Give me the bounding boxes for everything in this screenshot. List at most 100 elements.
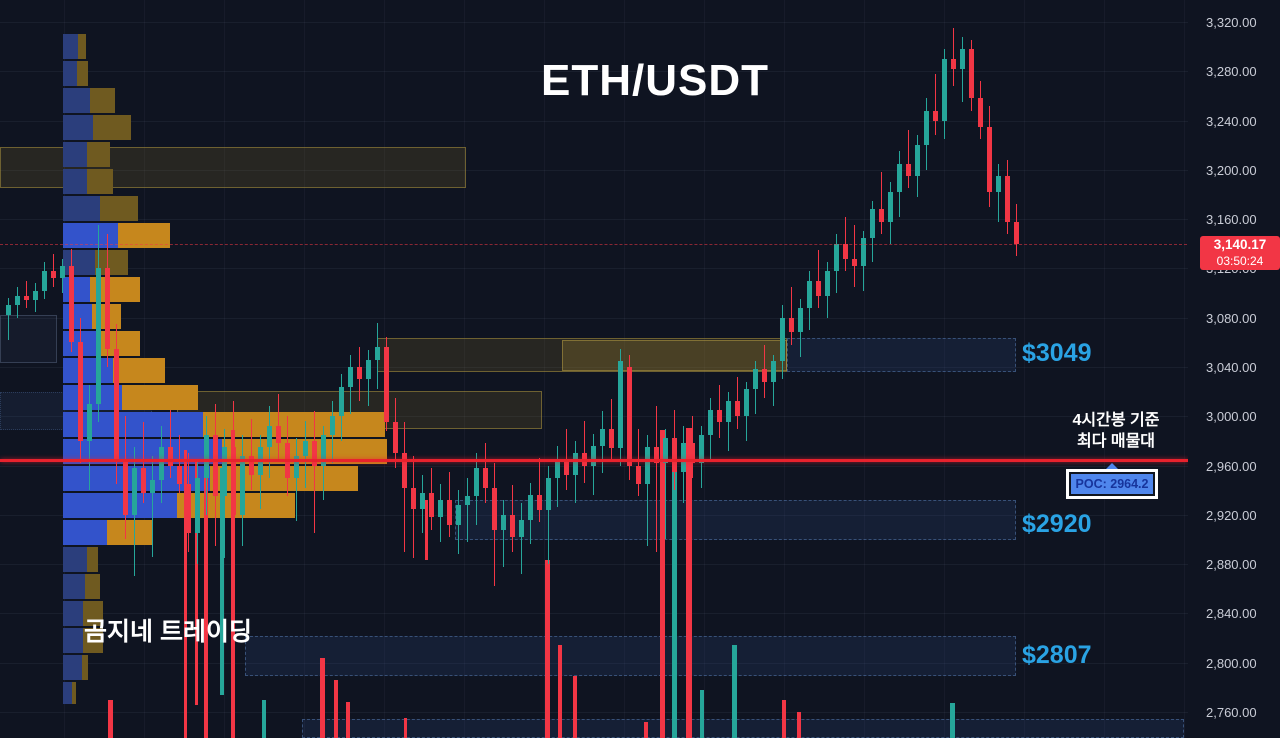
- candle-body: [294, 455, 299, 478]
- poc-label[interactable]: POC: 2964.2: [1066, 469, 1158, 499]
- deep-wick-bar: [797, 712, 801, 738]
- volume-profile-sell-bar: [87, 169, 113, 194]
- volume-profile-buy-bar: [63, 34, 78, 59]
- candle-body: [213, 434, 218, 497]
- price-axis-tick: 2,920.00: [1206, 507, 1257, 523]
- vertical-gridline: [1024, 0, 1025, 738]
- price-level-label[interactable]: $3049: [1022, 339, 1092, 367]
- candle-body: [870, 209, 875, 238]
- price-axis-tick: 3,000.00: [1206, 409, 1257, 425]
- vertical-gridline: [224, 0, 225, 738]
- volume-profile-buy-bar: [63, 169, 87, 194]
- candle-wick: [8, 298, 9, 340]
- chart-canvas[interactable]: $3049 $2920 $2807: [0, 0, 1202, 738]
- candle-body: [393, 422, 398, 454]
- poc-price-line: [0, 459, 1188, 463]
- volume-profile-buy-bar: [63, 493, 177, 518]
- horizontal-gridline: [0, 219, 1188, 221]
- candle-body: [771, 360, 776, 382]
- horizontal-gridline: [0, 268, 1188, 270]
- candle-body: [348, 366, 353, 387]
- candle-body: [645, 447, 650, 485]
- candle-body: [573, 453, 578, 476]
- vertical-gridline: [704, 0, 705, 738]
- candle-body: [222, 447, 227, 497]
- candle-body: [636, 465, 641, 485]
- candle-body: [807, 280, 812, 308]
- candle-wick: [539, 458, 540, 523]
- candle-body: [960, 49, 965, 69]
- candle-body: [195, 477, 200, 534]
- candle-body: [672, 438, 677, 472]
- deep-wick-bar: [545, 560, 550, 738]
- candle-body: [681, 443, 686, 472]
- candle-body: [330, 416, 335, 435]
- candle-body: [384, 347, 389, 423]
- candle-body: [429, 492, 434, 518]
- candle-body: [465, 496, 470, 505]
- candle-body: [357, 366, 362, 380]
- candle-body: [420, 492, 425, 509]
- price-level-label[interactable]: $2920: [1022, 510, 1092, 538]
- vertical-gridline: [304, 0, 305, 738]
- candle-body: [627, 366, 632, 466]
- price-axis[interactable]: 3,320.00 3,280.00 3,240.00 3,200.00 3,160.00…: [1188, 0, 1280, 738]
- horizontal-gridline: [0, 613, 1188, 615]
- candle-body: [663, 438, 668, 464]
- candle-body: [276, 426, 281, 444]
- candle-body: [240, 455, 245, 515]
- candle-body: [411, 487, 416, 509]
- candle-body: [141, 468, 146, 493]
- candle-body: [816, 280, 821, 296]
- vertical-gridline: [1104, 0, 1105, 738]
- candle-body: [600, 428, 605, 446]
- price-axis-tick: 3,160.00: [1206, 212, 1257, 228]
- candle-wick: [953, 28, 954, 87]
- candle-wick: [251, 418, 252, 491]
- candle-body: [177, 465, 182, 485]
- volume-profile-sell-bar: [93, 115, 131, 140]
- watermark: 곰지네 트레이딩: [84, 618, 252, 646]
- volume-profile-sell-bar: [85, 574, 100, 599]
- candle-body: [114, 348, 119, 460]
- deep-wick-bar: [184, 450, 187, 738]
- candle-wick: [143, 422, 144, 503]
- volume-profile-buy-bar: [63, 142, 87, 167]
- candle-body: [312, 440, 317, 466]
- deep-wick-bar: [782, 700, 786, 738]
- candle-body: [798, 307, 803, 333]
- candle-body: [474, 468, 479, 497]
- volume-profile-sell-bar: [87, 547, 98, 572]
- supply-demand-zone: [562, 340, 787, 371]
- candle-wick: [152, 455, 153, 557]
- deep-wick-bar: [950, 703, 955, 738]
- candle-body: [78, 342, 83, 441]
- candle-body: [159, 447, 164, 481]
- candle-body: [888, 192, 893, 222]
- supply-demand-zone: [245, 636, 1016, 676]
- deep-wick-bar: [558, 645, 562, 738]
- current-price-line: [0, 243, 1202, 245]
- vertical-gridline: [1184, 0, 1185, 738]
- candle-body: [699, 434, 704, 464]
- deep-wick-bar: [732, 645, 737, 738]
- candle-body: [339, 386, 344, 417]
- candle-body: [897, 163, 902, 193]
- candle-wick: [296, 438, 297, 521]
- deep-wick-bar: [231, 430, 235, 738]
- vertical-gridline: [944, 0, 945, 738]
- candle-wick: [179, 434, 180, 493]
- volume-profile-buy-bar: [63, 682, 72, 704]
- candle-body: [447, 500, 452, 525]
- volume-profile-buy-bar: [63, 250, 95, 275]
- candle-body: [483, 468, 488, 488]
- price-level-label[interactable]: $2807: [1022, 641, 1092, 669]
- candle-body: [609, 428, 614, 449]
- supply-demand-zone: [787, 338, 1016, 372]
- candle-body: [24, 295, 29, 301]
- volume-profile-sell-bar: [78, 34, 86, 59]
- candle-wick: [584, 421, 585, 483]
- current-price-value: 3,140.17: [1213, 237, 1267, 252]
- candle-body: [564, 460, 569, 476]
